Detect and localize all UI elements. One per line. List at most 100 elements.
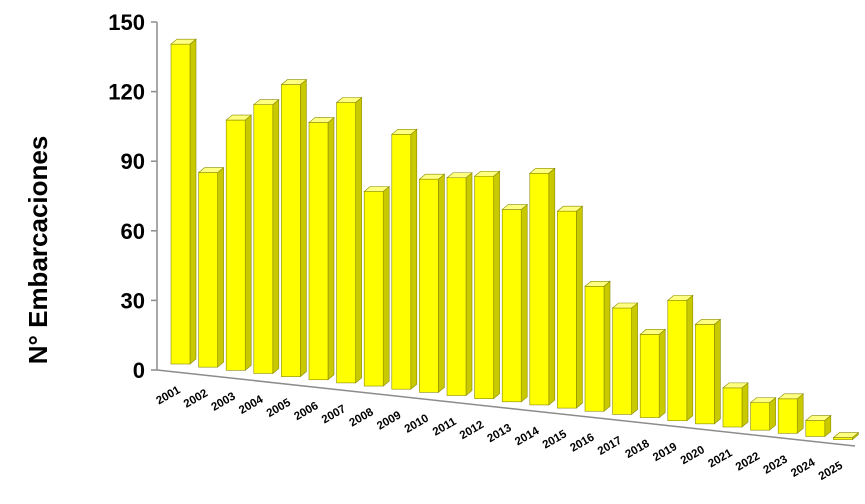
bar-top — [777, 393, 805, 400]
bar-front — [612, 307, 632, 415]
bar-2011 — [446, 172, 473, 397]
bar-2003 — [225, 114, 253, 371]
x-tick-label: 2002 — [182, 387, 210, 410]
bar-front — [391, 134, 412, 390]
bar-top — [335, 97, 363, 103]
bar-front — [695, 324, 715, 425]
bar-2010 — [418, 173, 446, 393]
bar-side — [603, 280, 611, 412]
x-tick-label: 2024 — [789, 456, 818, 479]
bar-2016 — [584, 280, 611, 412]
x-tick-label: 2022 — [734, 450, 762, 473]
bar-side — [382, 185, 390, 387]
x-tick-label: 2006 — [292, 400, 320, 423]
x-tick-label: 2009 — [375, 409, 403, 432]
x-tick-label: 2017 — [596, 435, 624, 458]
x-tick-label: 2008 — [348, 406, 377, 429]
bar-top — [501, 204, 529, 210]
bar-side — [769, 396, 776, 431]
bar-front — [501, 209, 522, 403]
bar-2019 — [666, 294, 694, 422]
x-tick-label: 2019 — [651, 441, 679, 464]
bar-front — [474, 175, 494, 399]
bars — [170, 38, 860, 441]
bar-front — [198, 172, 218, 368]
bar-2021 — [722, 382, 749, 428]
bar-side — [576, 205, 583, 409]
bar-side — [410, 128, 418, 390]
y-tick-labels: 0 30 60 90 120 150 — [108, 10, 145, 383]
bar-2022 — [749, 396, 777, 431]
bar-2008 — [363, 185, 391, 387]
bar-2020 — [694, 318, 722, 425]
x-tick-label: 2018 — [624, 437, 653, 460]
x-tick-label: 2003 — [210, 391, 238, 414]
bar-top — [308, 117, 335, 123]
bar-top — [446, 172, 473, 179]
bar-front — [336, 102, 356, 384]
x-tick-label: 2001 — [154, 384, 183, 407]
bar-front — [363, 191, 384, 387]
bar-2012 — [473, 170, 501, 400]
bar-side — [714, 318, 721, 425]
bar-top — [749, 397, 777, 403]
bar-side — [741, 382, 749, 428]
bar-2005 — [280, 78, 308, 378]
y-tick-label: 0 — [133, 358, 145, 383]
x-tick-label: 2021 — [706, 447, 735, 470]
bar-2001 — [170, 38, 197, 365]
bar-top — [225, 114, 253, 121]
bar-top — [639, 329, 667, 335]
bar-side — [658, 328, 666, 419]
bar-top — [252, 99, 280, 105]
bar-front — [667, 300, 688, 422]
bar-front — [308, 122, 329, 381]
x-tick-label: 2007 — [320, 403, 348, 426]
bar-side — [272, 99, 280, 375]
bar-2017 — [611, 302, 639, 416]
bar-side — [217, 166, 224, 368]
axes — [151, 21, 856, 447]
bar-side — [438, 173, 445, 393]
bar-side — [631, 302, 638, 416]
bar-front — [584, 285, 605, 412]
bar-front — [639, 334, 660, 418]
bar-side — [796, 393, 804, 434]
bar-2023 — [777, 393, 805, 434]
bar-2002 — [197, 166, 225, 368]
y-tick-label: 120 — [108, 80, 145, 105]
bar-front — [253, 104, 274, 374]
bar-top — [363, 186, 391, 192]
bar-2024 — [804, 414, 832, 438]
bar-top — [666, 295, 694, 301]
bar-side — [189, 38, 197, 365]
bar-front — [557, 210, 577, 409]
x-tick-label: 2010 — [403, 413, 431, 436]
bar-front — [446, 177, 467, 396]
bar-2015 — [556, 205, 584, 409]
bar-front — [225, 119, 246, 371]
bar-top — [584, 280, 611, 287]
bar-2007 — [335, 96, 363, 384]
x-tick-label: 2025 — [817, 460, 846, 483]
x-axis-line — [156, 369, 856, 447]
bar-side — [493, 170, 500, 400]
x-tick-label: 2016 — [568, 431, 596, 454]
bar-2025 — [832, 431, 860, 441]
x-tick-label: 2015 — [541, 428, 570, 451]
x-tick-label: 2011 — [431, 415, 459, 438]
bar-top — [390, 129, 418, 135]
bar-top — [832, 432, 860, 438]
y-tick-label: 150 — [108, 10, 145, 35]
bar-front — [722, 387, 743, 428]
bar-top — [473, 170, 501, 177]
x-tick-label: 2013 — [486, 422, 514, 445]
bar-front — [529, 172, 550, 406]
bar-side — [520, 203, 528, 403]
bar-2009 — [390, 128, 418, 390]
bar-top — [528, 167, 556, 174]
bar-top — [611, 302, 639, 309]
bar-top — [280, 79, 308, 85]
bar-front — [805, 420, 826, 437]
y-axis-title: N° Embarcaciones — [23, 136, 53, 365]
